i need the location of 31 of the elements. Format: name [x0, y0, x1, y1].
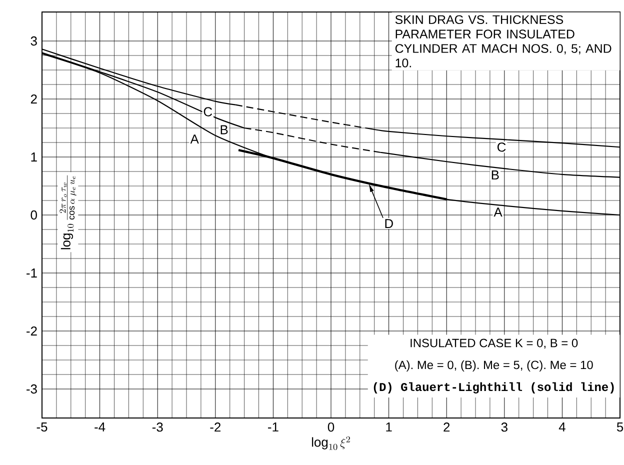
y-axis-title: $\log_{10} \frac{2\pi\, r_{o}\, \tau_{w}}{\cos\alpha\; \mu_{e}\, u_{e}}$ [60, 175, 76, 250]
annotation: B [492, 170, 499, 180]
y-tick-label: 3 [30, 36, 37, 46]
y-tick-label: 2 [30, 94, 37, 104]
annotation: C [498, 142, 506, 152]
x-tick-label: 3 [501, 422, 508, 432]
annotation: A [190, 134, 199, 144]
x-tick-label: 2 [444, 422, 450, 432]
y-tick-label: 0 [30, 210, 37, 220]
x-tick-label: 0 [328, 422, 334, 432]
x-tick-label: -5 [36, 422, 48, 432]
x-axis-title: $\log_{10} \xi^{2}$ [312, 436, 350, 450]
y-tick-label: 1 [31, 152, 37, 162]
x-tick-label: -3 [152, 422, 163, 432]
y-tick-label: -3 [26, 384, 37, 394]
text: SKIN DRAG VS. THICKNESS PARAMETER FOR INSULATED CYLINDER AT MACH NOS. 0, 5; AND 10. [395, 15, 612, 68]
x-tick-label: 5 [616, 422, 624, 432]
annotation: C [204, 107, 212, 116]
y-tick-label: -2 [26, 326, 37, 336]
x-tick-label: -1 [268, 422, 278, 432]
x-tick-label: 1 [386, 422, 392, 432]
x-tick-label: -2 [210, 422, 221, 432]
annotation: INSULATED CASE K = 0, B = 0 [410, 338, 578, 349]
annotation: D [385, 219, 393, 228]
annotation: (A). Me = 0, (B). Me = 5, (C). Me = 10 [395, 360, 593, 372]
annotation: (D) Glauert-Lighthill (solid line) [374, 382, 614, 394]
y-tick-label: -1 [26, 268, 37, 278]
annotation: A [494, 208, 502, 217]
x-tick-label: 4 [558, 422, 566, 432]
annotation: B [220, 125, 228, 134]
x-tick-label: -4 [94, 422, 106, 432]
